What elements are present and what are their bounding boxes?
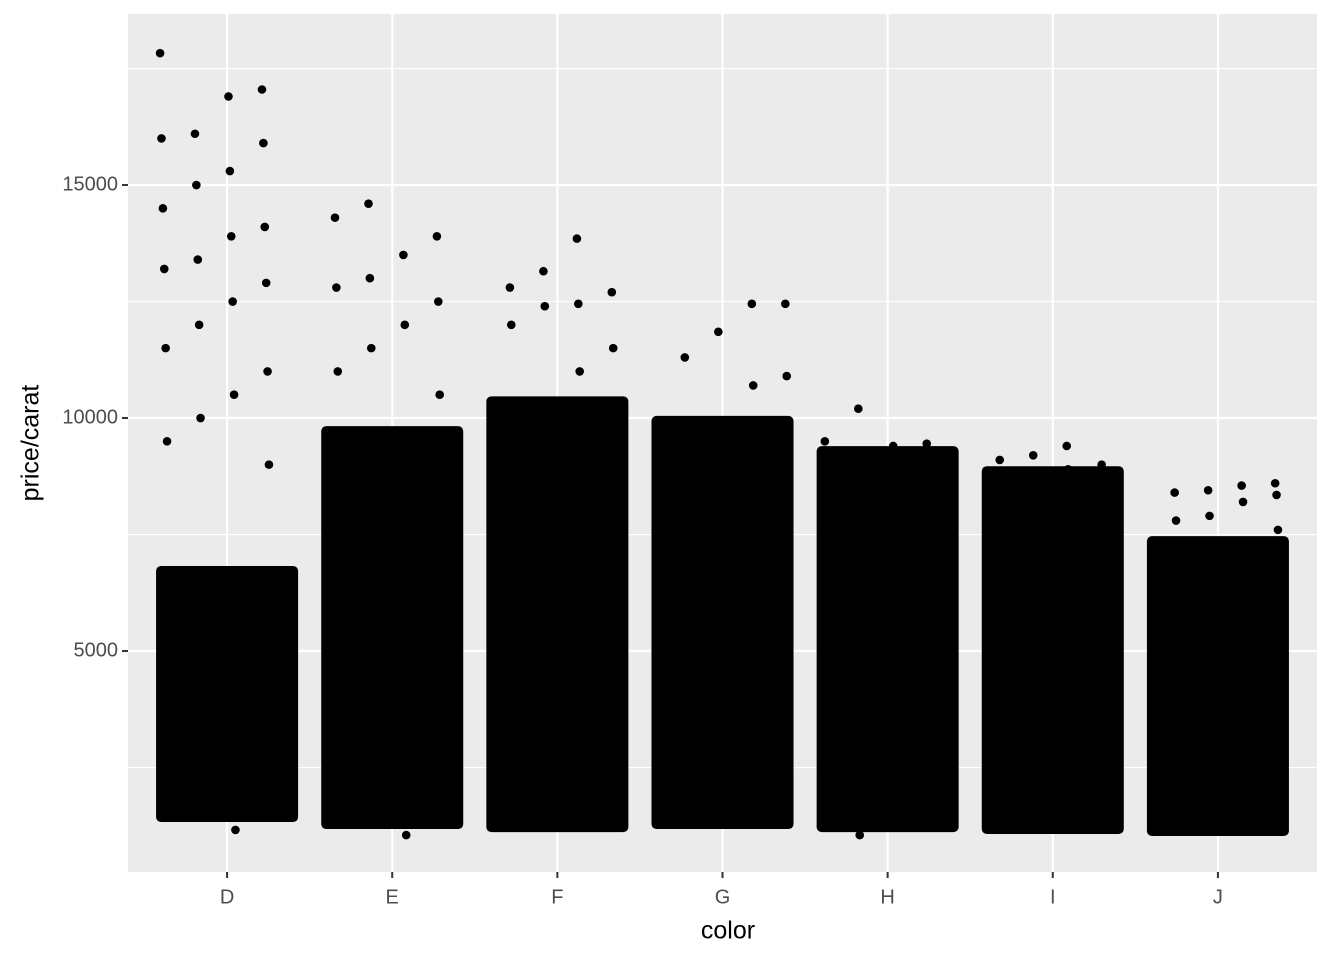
x-tick-label: I [1050,886,1056,908]
x-tick-label: D [220,886,234,908]
point [1203,485,1213,495]
point [400,320,410,330]
point [607,287,617,297]
point [158,204,168,213]
point [714,327,723,337]
x-tick-label: E [386,886,399,908]
point [264,460,274,469]
point [1270,478,1280,488]
dense-points [816,446,959,833]
point [748,381,758,390]
point [1097,460,1106,469]
point [995,455,1005,465]
point [196,413,205,423]
point [157,134,166,143]
point [229,390,239,400]
point [231,825,240,835]
dense-points [156,565,299,823]
point [401,830,411,840]
point [193,255,203,264]
point [575,367,584,376]
point [365,273,375,283]
point [257,85,267,94]
point [747,299,757,309]
point [1237,481,1246,490]
point [155,48,165,58]
x-tick-label: F [551,886,563,908]
point [540,301,550,311]
point [161,343,170,353]
point [680,353,690,362]
point [1170,488,1179,497]
point [572,234,582,243]
point [1273,525,1283,535]
point [574,299,583,309]
point [399,250,408,260]
point [1062,441,1072,451]
point [366,343,376,353]
dense-points [1146,536,1289,837]
y-tick-label: 15000 [62,173,118,195]
point [259,138,268,148]
point [539,266,548,276]
point [854,404,863,414]
x-tick-label: G [715,886,731,908]
point [159,264,169,274]
point [506,320,516,330]
x-tick-label: H [880,886,894,908]
dense-points [321,426,464,830]
point [260,222,270,232]
point [192,180,201,190]
point [1205,511,1214,521]
y-tick-label: 10000 [62,406,118,428]
point [1028,451,1038,460]
point [1171,516,1181,525]
point [225,166,235,176]
point [330,213,340,222]
point [888,441,898,451]
point [226,231,236,241]
point [224,92,233,101]
point [608,343,618,353]
point [505,283,515,292]
point [820,437,830,446]
point [194,320,204,330]
point [1063,464,1073,474]
point [162,437,172,446]
dense-points [651,415,794,830]
point [1272,490,1281,500]
point [433,297,443,306]
point [261,278,271,288]
y-axis-title: price/carat [17,385,45,502]
y-tick-label: 5000 [74,639,119,661]
point [263,367,272,376]
point [782,371,792,381]
point [435,390,444,400]
point [922,439,932,448]
point [1238,497,1248,507]
dense-points [486,396,629,833]
point [781,299,790,309]
point [190,129,200,139]
point [364,199,373,208]
dense-points [981,466,1124,834]
point [855,830,865,840]
point [332,283,341,292]
point [333,367,343,376]
x-tick-label: J [1213,886,1223,908]
point [228,297,237,306]
x-axis-title: color [701,917,755,945]
point [432,231,442,241]
